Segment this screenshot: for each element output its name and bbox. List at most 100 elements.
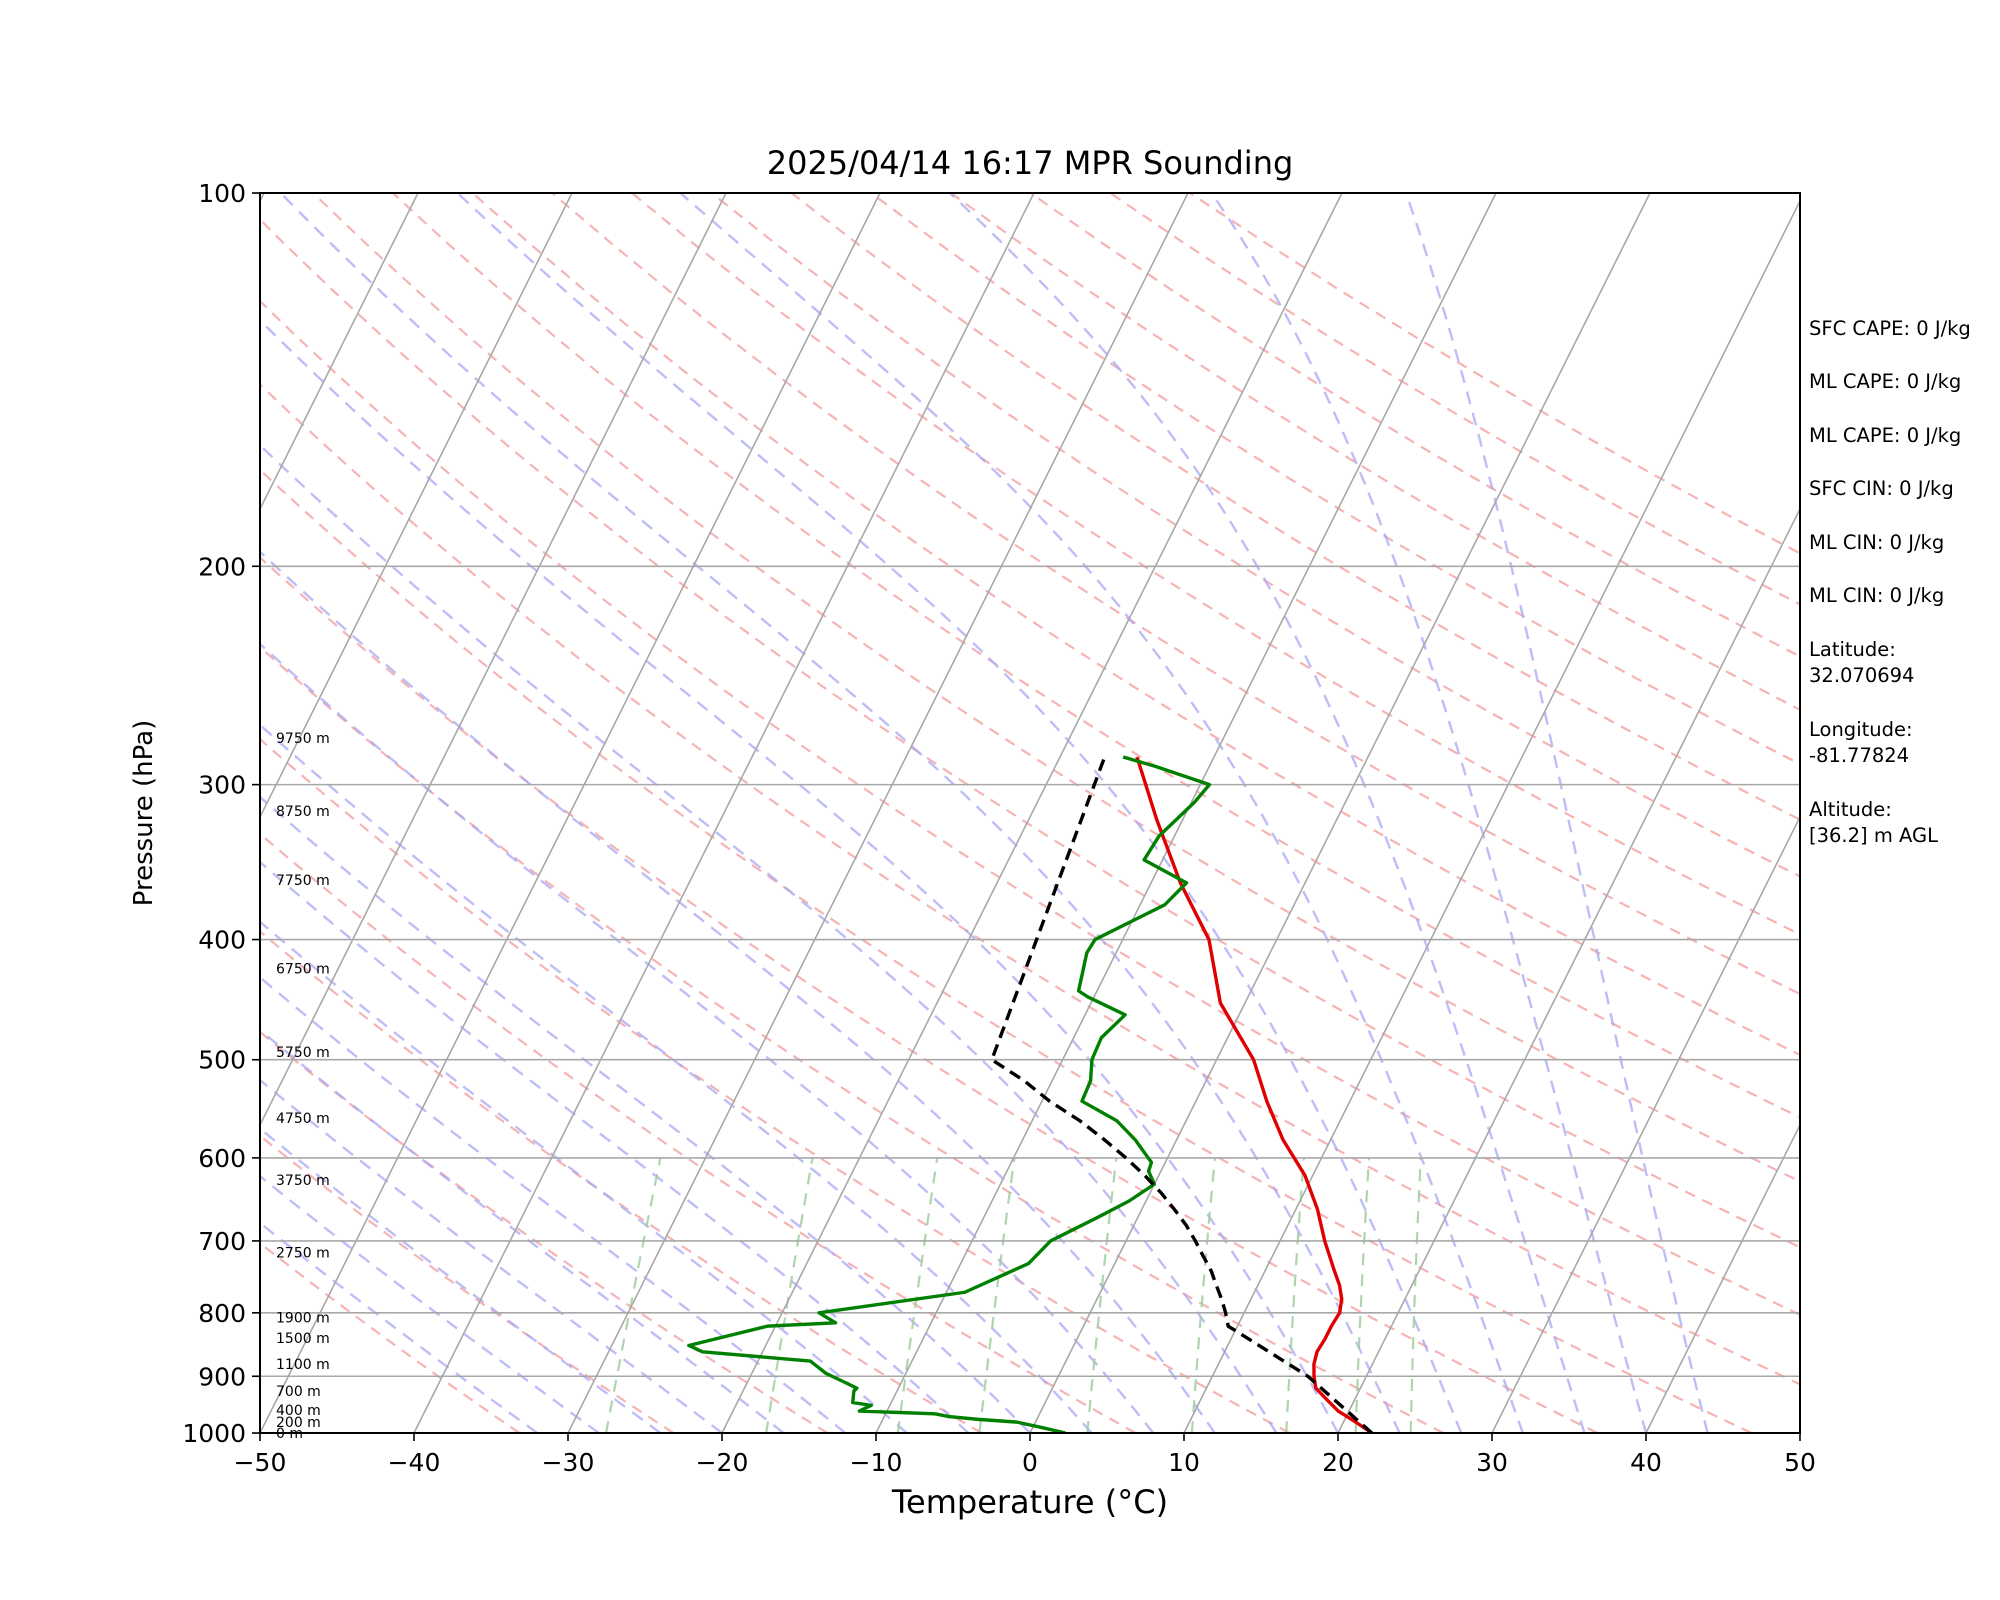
moist-adiabat bbox=[260, 860, 970, 1433]
mixing-ratio-line bbox=[896, 1157, 939, 1433]
height-label: 8750 m bbox=[276, 804, 330, 820]
moist-adiabat bbox=[260, 1078, 723, 1433]
ml-cape-label: ML CAPE: 0 J/kg bbox=[1809, 370, 1962, 393]
dry-adiabat bbox=[260, 468, 1752, 1433]
moist-adiabat bbox=[260, 723, 1093, 1433]
x-tick-label: −20 bbox=[696, 1448, 749, 1477]
height-label: 5750 m bbox=[276, 1045, 330, 1061]
moist-adiabat bbox=[260, 1028, 785, 1433]
isotherm bbox=[1029, 193, 1651, 1433]
moist-adiabat bbox=[260, 1127, 662, 1433]
mixing-ratio-line bbox=[1086, 1157, 1118, 1433]
temperature-line bbox=[1135, 756, 1373, 1433]
height-label: 6750 m bbox=[276, 961, 330, 977]
y-tick-label: 200 bbox=[198, 552, 246, 581]
background-lines bbox=[0, 193, 1800, 1433]
data-lines bbox=[687, 755, 1374, 1433]
y-axis-title: Pressure (hPa) bbox=[129, 720, 159, 907]
isotherm bbox=[260, 193, 727, 1127]
height-label: 9750 m bbox=[276, 731, 330, 747]
y-tick-label: 800 bbox=[198, 1299, 246, 1328]
height-label: 0 m bbox=[276, 1426, 303, 1442]
sfc-cin-label: SFC CIN: 0 J/kg bbox=[1809, 477, 1954, 500]
dry-adiabat bbox=[260, 1030, 829, 1433]
moist-adiabat bbox=[1210, 193, 1648, 1433]
moist-adiabat bbox=[456, 193, 1463, 1433]
y-tick-label: 900 bbox=[198, 1362, 246, 1391]
moist-adiabat bbox=[260, 318, 1340, 1433]
moist-adiabat bbox=[679, 193, 1524, 1433]
height-label: 700 m bbox=[276, 1384, 321, 1400]
moist-adiabat bbox=[260, 975, 846, 1433]
isotherm bbox=[0, 193, 110, 1433]
x-tick-label: −50 bbox=[234, 1448, 287, 1477]
x-tick-label: 40 bbox=[1630, 1448, 1662, 1477]
latitude-label: Latitude: 32.070694 bbox=[1809, 638, 1915, 687]
dewpoint-line bbox=[687, 755, 1212, 1433]
mixing-ratio-line bbox=[765, 1157, 814, 1433]
dry-adiabat bbox=[471, 193, 1800, 1057]
altitude-label: Altitude: [36.2] m AGL bbox=[1809, 798, 1938, 847]
plot-frame bbox=[259, 192, 1801, 1434]
height-label: 400 m bbox=[276, 1403, 321, 1419]
sfc-cape-label: SFC CAPE: 0 J/kg bbox=[1809, 317, 1971, 340]
height-label: 1500 m bbox=[276, 1331, 330, 1347]
chart-title: 2025/04/14 16:17 MPR Sounding bbox=[767, 144, 1294, 182]
dry-adiabat bbox=[260, 1134, 675, 1433]
moist-adiabat bbox=[260, 920, 908, 1433]
height-label: 1900 m bbox=[276, 1311, 330, 1327]
dry-adiabat bbox=[260, 218, 1800, 1249]
height-label: 1100 m bbox=[276, 1357, 330, 1373]
moist-adiabat bbox=[260, 443, 1278, 1433]
mixing-ratio-line bbox=[1190, 1157, 1217, 1433]
dry-adiabat bbox=[631, 193, 1800, 936]
x-tick-label: 20 bbox=[1322, 1448, 1354, 1477]
isotherm bbox=[1337, 507, 1800, 1433]
moist-adiabat bbox=[260, 642, 1155, 1433]
moist-adiabat bbox=[279, 193, 1401, 1433]
height-labels: 9750 m 8750 m 7750 m 6750 m 5750 m 4750 m 3750… bbox=[276, 731, 330, 1442]
parcel-path-line bbox=[990, 756, 1374, 1433]
ml-cape-label-2: ML CAPE: 0 J/kg bbox=[1809, 424, 1962, 447]
height-label: 200 m bbox=[276, 1415, 321, 1431]
height-label: 3750 m bbox=[276, 1173, 330, 1189]
y-tick-label: 700 bbox=[198, 1227, 246, 1256]
height-label: 7750 m bbox=[276, 873, 330, 889]
moist-adiabat bbox=[949, 193, 1586, 1433]
isotherm bbox=[567, 193, 1189, 1433]
y-tick-label: 1000 bbox=[182, 1419, 246, 1448]
dry-adiabat bbox=[870, 193, 1800, 766]
isotherm bbox=[1645, 1123, 1800, 1433]
x-tick-label: −40 bbox=[388, 1448, 441, 1477]
y-tick-label: 100 bbox=[198, 179, 246, 208]
dry-adiabat bbox=[312, 193, 1800, 1183]
isotherm bbox=[1491, 815, 1800, 1433]
y-tick-label: 500 bbox=[198, 1046, 246, 1075]
isotherm bbox=[1183, 199, 1800, 1433]
dry-adiabat bbox=[260, 737, 1291, 1433]
mixing-ratio-line bbox=[978, 1157, 1016, 1433]
x-tick-label: −10 bbox=[850, 1448, 903, 1477]
x-axis-title: Temperature (°C) bbox=[891, 1483, 1168, 1521]
isotherm bbox=[260, 193, 573, 819]
dry-adiabat bbox=[392, 193, 1800, 1119]
x-tick-label: 30 bbox=[1476, 1448, 1508, 1477]
height-label: 4750 m bbox=[276, 1111, 330, 1127]
isotherm bbox=[413, 193, 1035, 1433]
isotherm bbox=[721, 193, 1343, 1433]
dry-adiabat bbox=[260, 832, 1137, 1433]
y-tick-label: 300 bbox=[198, 771, 246, 800]
x-tick-label: −30 bbox=[542, 1448, 595, 1477]
mixing-ratio-line bbox=[1354, 1157, 1371, 1433]
dry-adiabat bbox=[710, 193, 1800, 878]
moist-adiabat bbox=[260, 550, 1216, 1433]
mixing-ratio-line bbox=[1409, 1157, 1422, 1433]
height-label: 2750 m bbox=[276, 1245, 330, 1261]
isotherm bbox=[875, 193, 1497, 1433]
x-tick-label: 10 bbox=[1168, 1448, 1200, 1477]
axis-ticks: −50 −40 −30 −20 −10 0 10 20 30 40 50 100 200 300 400 50… bbox=[182, 179, 1816, 1477]
y-tick-label: 600 bbox=[198, 1144, 246, 1173]
dry-adiabat bbox=[260, 645, 1444, 1433]
longitude-label: Longitude: -81.77824 bbox=[1809, 718, 1913, 767]
